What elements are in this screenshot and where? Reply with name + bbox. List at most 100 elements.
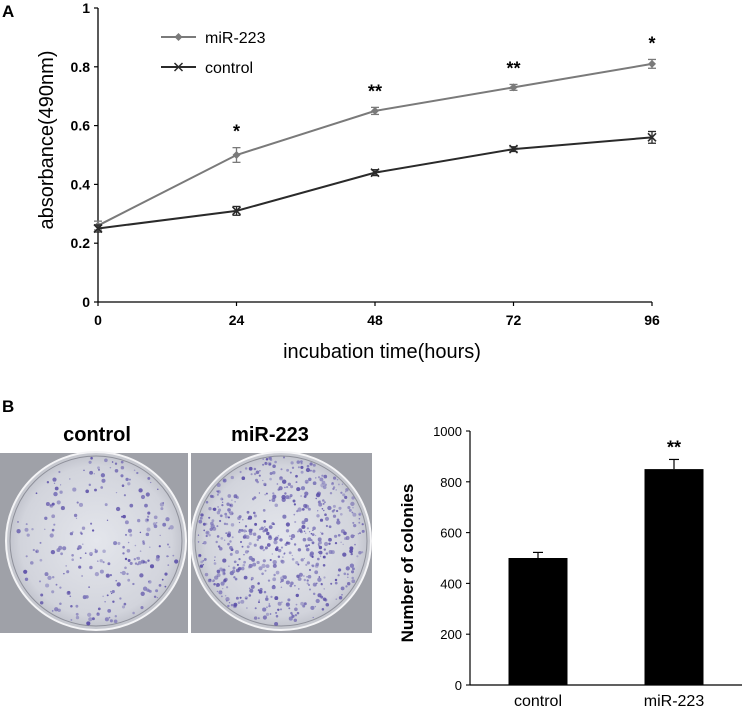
colony-dot	[253, 543, 257, 547]
colony-dot	[115, 491, 118, 494]
colony-dot	[304, 491, 309, 496]
colony-dot	[272, 464, 276, 468]
colony-dot	[300, 558, 304, 562]
colony-dot	[45, 583, 50, 588]
colony-dot	[353, 534, 355, 537]
colony-dot	[210, 521, 214, 526]
colony-dot	[244, 467, 248, 470]
colony-dot	[312, 463, 316, 467]
colony-dot	[248, 542, 252, 546]
colony-dot	[243, 529, 247, 533]
colony-dot	[273, 573, 276, 577]
colony-dot	[280, 468, 283, 471]
colony-dot	[142, 542, 146, 545]
colony-dot	[350, 570, 355, 574]
colony-dot	[296, 460, 301, 464]
colony-dot	[343, 572, 347, 576]
colony-dot	[269, 499, 271, 502]
colony-dot	[314, 584, 317, 586]
colony-dot	[309, 469, 312, 472]
colony-dot	[239, 470, 242, 474]
colony-dot	[262, 458, 264, 460]
colony-dot	[338, 595, 343, 600]
colony-dot	[310, 605, 315, 610]
colony-dot	[227, 516, 230, 519]
colony-dot	[91, 617, 95, 621]
colony-dot	[272, 492, 275, 495]
colony-dot	[239, 596, 242, 599]
colony-dot	[293, 618, 298, 623]
colony-dot	[283, 456, 285, 459]
colony-dot	[264, 493, 267, 496]
y-axis-title: absorbance(490nm)	[36, 51, 58, 230]
colony-dot	[166, 555, 169, 558]
colony-dot	[280, 559, 285, 564]
colony-dot	[350, 534, 355, 539]
colony-dot	[295, 561, 299, 565]
colony-dot	[134, 544, 137, 547]
colony-dot	[276, 483, 279, 485]
colony-dot	[258, 474, 261, 477]
colony-dot	[39, 601, 44, 605]
colony-dot	[240, 599, 245, 604]
colony-dot	[308, 568, 312, 572]
colony-dot	[232, 566, 236, 570]
colony-dot	[90, 522, 93, 525]
colony-dot	[209, 494, 213, 498]
colony-dot	[295, 593, 299, 598]
colony-dot	[292, 499, 296, 503]
colony-dot	[137, 561, 142, 565]
colony-dot	[158, 584, 162, 587]
significance-marker: *	[648, 33, 655, 53]
colony-dot	[35, 549, 39, 554]
colony-dot	[322, 502, 325, 505]
colony-dot	[122, 514, 126, 519]
colony-dot	[104, 617, 109, 622]
colony-dot	[311, 533, 315, 536]
colony-dot	[248, 531, 253, 536]
colony-dot	[125, 477, 129, 482]
colony-dot	[352, 507, 354, 509]
colony-dot	[216, 573, 221, 578]
colony-dot	[340, 541, 342, 543]
colony-dot	[356, 555, 359, 558]
line-chart: 0 0.2 0.4 0.6 0.8 1 0 24 48 72 96 absorbance(490n…	[36, 0, 660, 363]
colony-dot	[99, 569, 104, 574]
colony-dot	[224, 515, 229, 519]
colony-dot	[126, 549, 131, 553]
colony-dot	[112, 600, 115, 603]
colony-dot	[358, 518, 361, 520]
colony-dot	[290, 534, 296, 539]
colony-dot	[208, 507, 212, 511]
colony-dot	[53, 523, 56, 526]
colony-dot	[157, 555, 160, 558]
colony-dot	[139, 573, 144, 578]
colony-dot	[217, 508, 222, 512]
colony-dot	[242, 518, 244, 521]
colony-dot	[349, 549, 353, 554]
colony-dot	[139, 550, 142, 552]
colony-dot	[225, 599, 228, 602]
y-tick-label: 0.2	[71, 235, 91, 251]
colony-dot	[268, 463, 272, 466]
colony-dot	[263, 482, 267, 487]
colony-dot	[341, 483, 344, 485]
colony-dot	[101, 478, 106, 483]
colony-dot	[294, 520, 297, 524]
colony-dot	[317, 510, 319, 512]
colony-dot	[314, 534, 317, 537]
colony-dot	[303, 495, 307, 498]
colony-dot	[124, 566, 127, 570]
colony-dot	[229, 504, 232, 507]
colony-dot	[240, 566, 245, 571]
colony-dot	[283, 553, 286, 555]
colony-dot	[78, 565, 82, 569]
colony-dot	[233, 560, 237, 564]
colony-dot	[94, 549, 98, 553]
colony-dot	[300, 495, 302, 497]
colony-dot	[133, 557, 137, 561]
colony-dot	[288, 551, 292, 555]
colony-dot	[316, 514, 320, 518]
colony-dot	[275, 611, 278, 614]
colony-dot	[306, 576, 308, 578]
